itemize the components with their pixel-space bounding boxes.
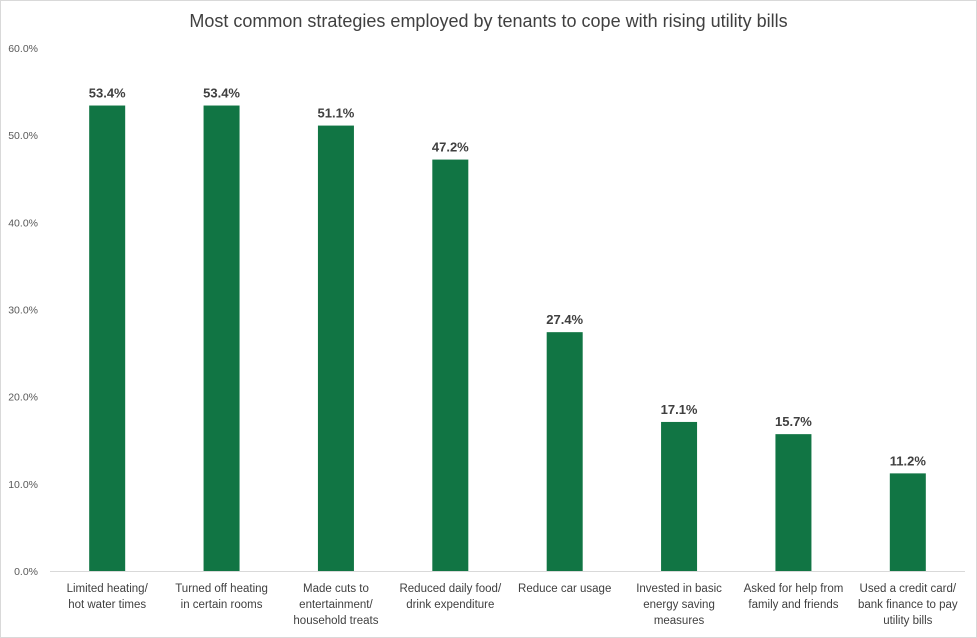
y-tick-label: 10.0%	[8, 479, 38, 491]
y-tick-label: 50.0%	[8, 130, 38, 142]
x-tick-label: Limited heating/hot water times	[67, 583, 149, 611]
bar	[775, 434, 812, 571]
data-label: 11.2%	[890, 453, 927, 468]
x-tick-label: Asked for help from family and friends	[744, 583, 844, 611]
data-labels: 53.4% 53.4% 51.1% 47.2% 27.4% 17.1% 15.7% 11.2%	[89, 86, 927, 469]
data-label: 17.1%	[661, 402, 698, 417]
bar	[317, 125, 354, 571]
y-tick-label: 0.0%	[14, 566, 38, 578]
bars	[89, 105, 926, 571]
x-axis-labels: Limited heating/hot water times Turned of…	[67, 583, 958, 627]
bar	[203, 105, 240, 571]
bar	[546, 332, 583, 571]
bar	[661, 421, 698, 571]
chart-title: Most common strategies employed by tenan…	[189, 11, 788, 31]
data-label: 53.4%	[89, 86, 126, 101]
y-tick-label: 60.0%	[8, 43, 38, 55]
bar	[889, 473, 926, 571]
y-tick-label: 20.0%	[8, 392, 38, 404]
y-axis: 0.0% 10.0% 20.0% 30.0% 40.0% 50.0% 60.0%	[8, 43, 965, 578]
x-tick-label: Used a credit card/bank finance to pay ut…	[858, 583, 958, 627]
y-tick-label: 30.0%	[8, 305, 38, 317]
x-tick-label: Made cuts to entertainment/household trea…	[293, 583, 378, 627]
data-label: 27.4%	[546, 312, 583, 327]
x-tick-label: Reduce car usage	[518, 583, 611, 595]
x-tick-label: Invested in basic energy saving measures	[636, 583, 722, 627]
data-label: 53.4%	[203, 86, 240, 101]
bar	[432, 159, 469, 571]
data-label: 47.2%	[432, 140, 469, 155]
data-label: 51.1%	[318, 106, 355, 121]
x-tick-label: Reduced daily food/drink expenditure	[399, 583, 501, 611]
y-tick-label: 40.0%	[8, 217, 38, 229]
x-tick-label: Turned off heating in certain rooms	[175, 583, 268, 611]
bar	[89, 105, 126, 571]
data-label: 15.7%	[775, 414, 812, 429]
